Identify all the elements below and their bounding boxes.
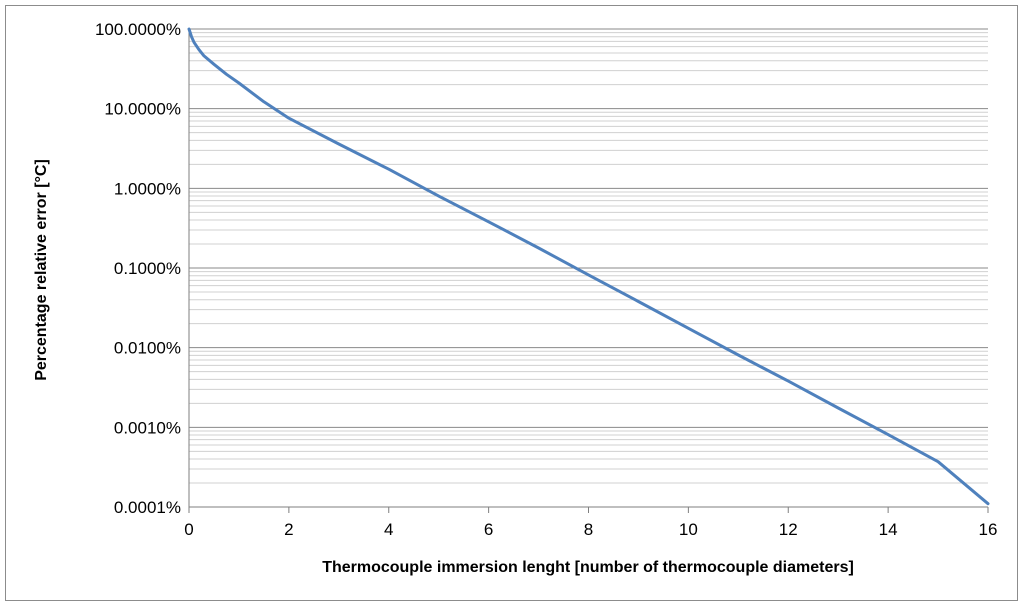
x-tick-label: 0 — [184, 520, 193, 539]
x-tick-label: 10 — [679, 520, 698, 539]
x-tick-label: 6 — [484, 520, 493, 539]
x-tick-label: 4 — [384, 520, 393, 539]
chart-frame — [5, 5, 1018, 601]
y-axis-label: Percentage relative error [°C] — [33, 159, 50, 381]
y-tick-label: 0.0010% — [114, 418, 181, 437]
x-tick-label: 8 — [584, 520, 593, 539]
y-tick-label: 0.1000% — [114, 259, 181, 278]
y-tick-label: 0.0100% — [114, 339, 181, 358]
x-tick-label: 14 — [879, 520, 898, 539]
x-axis-label: Thermocouple immersion lenght [number of… — [322, 559, 854, 576]
x-tick-label: 12 — [779, 520, 798, 539]
x-tick-label: 16 — [979, 520, 998, 539]
axes — [188, 29, 989, 513]
series-group — [187, 27, 990, 506]
x-tick-label: 2 — [284, 520, 293, 539]
y-tick-label: 10.0000% — [104, 100, 181, 119]
y-tick-label: 100.0000% — [95, 20, 181, 39]
y-tick-label: 1.0000% — [114, 179, 181, 198]
x-tick-labels: 0 2 4 6 8 10 12 14 16 — [184, 520, 997, 539]
y-tick-label: 0.0001% — [114, 498, 181, 517]
y-tick-labels: 0.0001% 0.0010% 0.0100% 0.1000% 1.0000% 10.00… — [95, 20, 181, 517]
grid-lines — [189, 28, 988, 508]
series-line — [187, 27, 990, 506]
